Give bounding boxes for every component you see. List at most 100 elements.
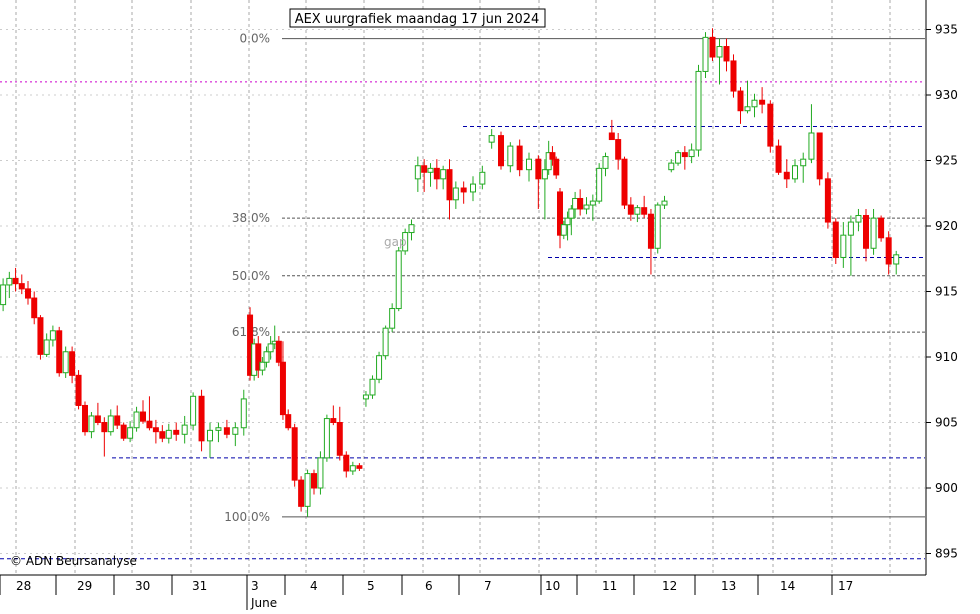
x-day-label: 12: [662, 579, 677, 593]
candle-body: [800, 158, 807, 167]
copyright-label: © ADN Beursanalyse: [10, 554, 137, 568]
y-tick-label: 925: [935, 154, 958, 168]
candle-body: [608, 132, 615, 141]
candle-body: [304, 473, 311, 507]
candle-body: [198, 395, 205, 442]
candle-body: [49, 330, 56, 341]
candle-body: [792, 165, 798, 180]
candle-body: [572, 197, 579, 210]
fib-level-label: 50.0%: [232, 269, 270, 283]
x-day-label: 11: [602, 579, 617, 593]
candle-body: [190, 395, 197, 426]
candle-body: [759, 99, 766, 105]
candle-body: [602, 156, 609, 169]
candle-body: [389, 308, 396, 329]
candle-body: [402, 232, 409, 252]
candle-body: [62, 351, 69, 374]
candle-body: [421, 165, 428, 173]
candle-body: [440, 169, 447, 180]
candle-body: [152, 427, 159, 433]
candle-body: [255, 343, 262, 371]
candle-body: [207, 429, 213, 442]
candle-body: [298, 479, 305, 507]
candle-body: [557, 191, 563, 236]
candle-body: [452, 187, 459, 201]
level-layer: 0.0%38.0%50.0%61.8%100.0%: [0, 32, 925, 560]
candle-body: [159, 431, 166, 439]
candle-body: [376, 355, 383, 380]
x-day-label: 30: [135, 579, 150, 593]
candle-body: [31, 297, 38, 319]
candle-body: [223, 427, 230, 435]
y-tick-label: 915: [935, 285, 958, 299]
candle-body: [526, 158, 532, 171]
x-day-label: 28: [16, 579, 31, 593]
candle-body: [668, 162, 675, 171]
candle-body: [285, 414, 292, 429]
candle-body: [75, 374, 82, 406]
candle-body: [545, 152, 552, 171]
x-day-label: 10: [545, 579, 560, 593]
candle-body: [263, 351, 270, 363]
candle-body: [498, 135, 504, 167]
y-tick-label: 920: [935, 219, 958, 233]
candle-layer: [0, 28, 900, 517]
candle-body: [541, 169, 548, 180]
candle-body: [583, 204, 590, 210]
title-box: [289, 8, 546, 28]
candle-body: [688, 149, 695, 158]
candle-body: [356, 465, 363, 469]
candle-body: [589, 200, 596, 206]
candle-body: [775, 145, 782, 173]
candle-body: [615, 139, 622, 160]
candle-body: [133, 411, 140, 429]
candle-body: [737, 90, 744, 112]
gap-annotation: gap: [384, 235, 407, 249]
candle-body: [893, 254, 900, 265]
candle-body: [317, 457, 324, 489]
candle-body: [647, 213, 654, 249]
candle-body: [553, 158, 560, 176]
candle-body: [362, 394, 369, 400]
x-day-label: 31: [192, 579, 207, 593]
candle-body: [847, 221, 854, 236]
x-day-label: 3: [251, 579, 259, 593]
candle-body: [414, 165, 421, 180]
candle-body: [460, 187, 467, 193]
candle-body: [311, 473, 317, 489]
candle-body: [343, 454, 350, 472]
chart-title: AEX uurgrafiek maandag 17 jun 2024: [295, 12, 540, 27]
candle-body: [140, 411, 146, 422]
y-tick-label: 930: [935, 88, 958, 102]
candle-body: [267, 343, 274, 353]
x-day-label: 4: [310, 579, 318, 593]
candle-body: [634, 207, 641, 215]
candle-body: [681, 152, 688, 158]
candle-body: [723, 46, 730, 62]
candle-body: [568, 208, 575, 219]
candle-body: [323, 418, 330, 459]
candle-body: [232, 427, 239, 435]
candle-body: [43, 339, 50, 355]
fib-level-label: 100.0%: [224, 510, 270, 524]
candle-body: [564, 217, 571, 226]
candle-body: [549, 152, 556, 160]
x-day-label: 17: [838, 579, 853, 593]
candle-body: [730, 60, 737, 92]
candle-body: [470, 183, 476, 193]
candle-body: [0, 284, 7, 306]
candle-body: [12, 277, 19, 285]
candle-body: [25, 288, 31, 299]
x-day-label: 5: [367, 579, 375, 593]
candle-body: [107, 415, 114, 433]
candle-body: [870, 217, 877, 249]
candle-body: [146, 420, 153, 429]
grid-layer: [0, 0, 925, 575]
candle-body: [101, 422, 108, 433]
y-tick-label: 895: [935, 547, 958, 561]
candle-body: [751, 99, 758, 108]
candle-body: [516, 145, 523, 171]
candle-body: [621, 158, 628, 206]
candle-body: [37, 317, 44, 355]
